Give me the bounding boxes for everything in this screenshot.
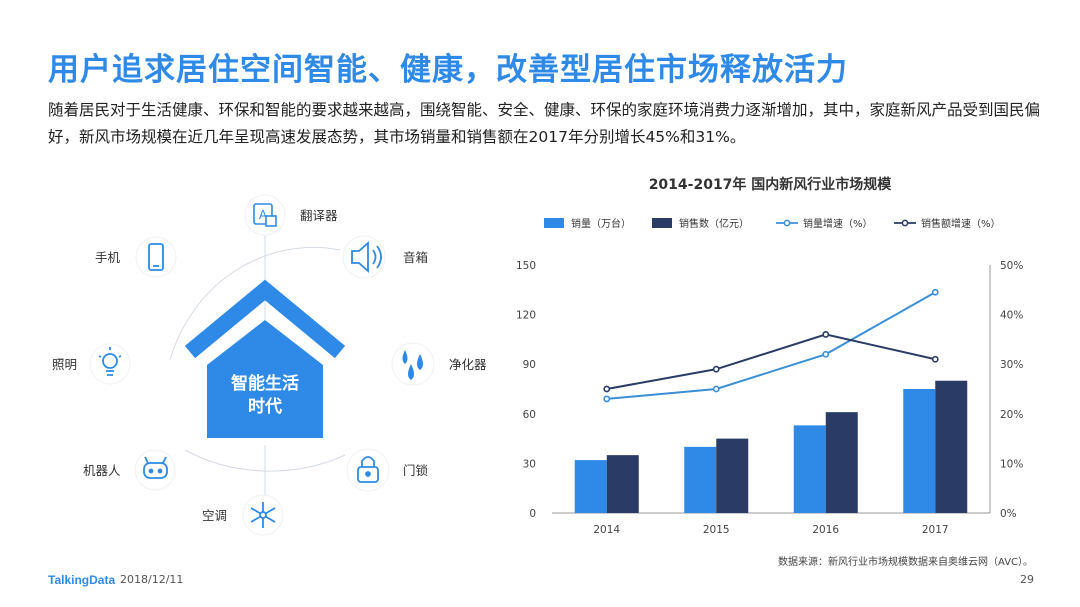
label-aircon: 空调	[202, 508, 227, 523]
market-size-chart: 2014-2017年 国内新风行业市场规模 销量（万台） 销售数（亿元） 销量增速（…	[516, 176, 1023, 536]
bar	[793, 425, 826, 513]
y-right-tick-label: 40%	[1000, 310, 1023, 322]
bar	[574, 460, 607, 513]
series-line	[606, 291, 936, 400]
y-right-tick-label: 10%	[1000, 458, 1023, 470]
x-tick-label: 2016	[812, 524, 839, 536]
page-description: 随着居民对于生活健康、环保和智能的要求越来越高，围绕智能、安全、健康、环保的家庭…	[48, 101, 1041, 146]
line-point	[712, 365, 720, 373]
smart-life-diagram: 智能生活 时代 A	[52, 194, 487, 536]
droplets-icon	[402, 350, 423, 380]
label-robot: 机器人	[83, 463, 121, 478]
line-point	[822, 350, 830, 358]
label-lighting: 照明	[52, 357, 77, 372]
bar	[606, 455, 639, 513]
lock-icon	[357, 456, 379, 483]
legend-marker	[783, 219, 791, 227]
translate-icon: A	[253, 203, 277, 227]
robot-icon	[143, 456, 168, 479]
y-right-tick-label: 50%	[1000, 260, 1023, 272]
snowflake-icon	[250, 502, 276, 528]
center-text-line1: 智能生活	[231, 373, 299, 394]
y-left-tick-label: 0	[529, 508, 536, 520]
legend-marker	[901, 219, 909, 227]
series-line	[606, 333, 936, 390]
legend-swatch	[652, 218, 672, 228]
legend-label: 销量增速（%）	[803, 217, 873, 230]
footer-date: 2018/12/11	[120, 573, 184, 586]
page-title: 用户追求居住空间智能、健康，改善型居住市场释放活力	[48, 52, 848, 88]
house-body	[207, 320, 323, 438]
bulb-icon	[98, 347, 122, 376]
speaker-icon	[351, 240, 382, 274]
y-right-tick-label: 20%	[1000, 409, 1023, 421]
y-right-tick-label: 30%	[1000, 359, 1023, 371]
center-text-line2: 时代	[248, 396, 282, 417]
chart-lines	[603, 288, 939, 403]
y-right-tick-label: 0%	[1000, 508, 1017, 520]
line-point	[931, 355, 939, 363]
line-point	[712, 385, 720, 393]
x-tick-label: 2017	[922, 524, 949, 536]
bar	[935, 380, 968, 513]
label-purifier: 净化器	[449, 357, 487, 372]
data-source: 数据来源：新风行业市场规模数据来自奥维云网（AVC）。	[778, 557, 1034, 568]
line-point	[931, 288, 939, 296]
svg-text:A: A	[259, 208, 268, 222]
legend-swatch	[544, 218, 564, 228]
label-phone: 手机	[95, 250, 121, 265]
legend-label: 销售额增速（%）	[921, 217, 1001, 230]
y-left-tick-label: 120	[516, 310, 536, 322]
phone-icon	[148, 243, 164, 271]
label-translator: 翻译器	[300, 208, 338, 223]
y-left-tick-label: 30	[523, 458, 536, 470]
legend-label: 销售数（亿元）	[679, 217, 749, 230]
legend-label: 销量（万台）	[571, 217, 631, 230]
line-point	[603, 395, 611, 403]
y-left-tick-label: 150	[516, 260, 536, 272]
page-number: 29	[1020, 573, 1034, 586]
x-tick-label: 2015	[703, 524, 730, 536]
bar	[684, 446, 717, 513]
chart-bars	[574, 380, 968, 513]
chart-title: 2014-2017年 国内新风行业市场规模	[649, 176, 893, 193]
line-point	[822, 331, 830, 338]
line-point	[603, 385, 611, 393]
bar	[716, 438, 749, 513]
y-left-tick-label: 90	[523, 359, 536, 371]
brand-logo: TalkingData	[48, 573, 116, 587]
y-left-tick-label: 60	[523, 409, 536, 421]
bar	[903, 389, 936, 513]
bar	[825, 412, 858, 513]
label-speaker: 音箱	[403, 250, 428, 265]
label-lock: 门锁	[403, 463, 429, 478]
x-tick-label: 2014	[593, 524, 620, 536]
chart-legend: 销量（万台） 销售数（亿元） 销量增速（%） 销售额增速（%）	[544, 217, 1001, 230]
